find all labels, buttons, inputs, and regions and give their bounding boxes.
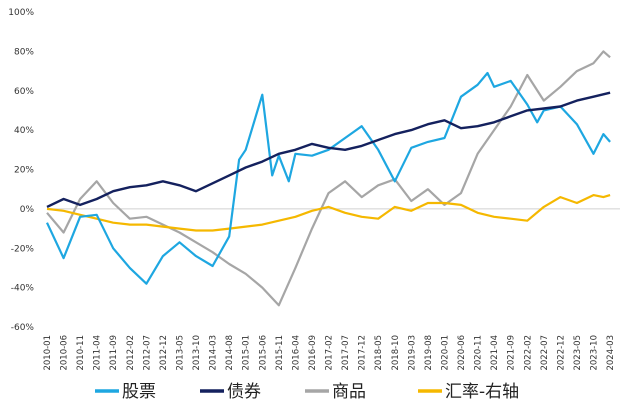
y-tick-label: 80% — [14, 47, 34, 57]
legend-label: 汇率-右轴 — [445, 382, 519, 402]
x-tick-label: 2020-06 — [457, 335, 467, 371]
x-tick-label: 2012-07 — [142, 335, 152, 371]
x-tick-label: 2022-02 — [523, 335, 533, 371]
x-tick-label: 2019-08 — [424, 335, 434, 371]
x-axis-ticks: 2010-01 2010-06 2010-11 2011-04 2011-09 2012-… — [43, 335, 616, 371]
x-tick-label: 2015-06 — [258, 335, 268, 371]
x-tick-label: 2012-12 — [159, 335, 169, 371]
y-axis-ticks: 100% 80% 60% 40% 20% 0% -20% -40% -60% — [8, 8, 34, 333]
legend-label: 股票 — [122, 382, 156, 402]
x-tick-label: 2011-09 — [109, 335, 119, 371]
x-tick-label: 2014-03 — [209, 335, 219, 371]
x-tick-label: 2023-10 — [590, 335, 600, 371]
y-tick-label: -40% — [11, 284, 35, 294]
x-tick-label: 2017-02 — [325, 335, 335, 371]
x-tick-label: 2021-04 — [490, 335, 500, 371]
x-tick-label: 2024-03 — [606, 335, 616, 371]
x-tick-label: 2017-07 — [341, 335, 351, 371]
x-tick-label: 2022-07 — [540, 335, 550, 371]
x-tick-label: 2013-10 — [192, 335, 202, 371]
legend-label: 商品 — [332, 382, 366, 402]
series-line-0 — [46, 71, 611, 285]
legend: 股票 债券 商品 汇率-右轴 — [95, 382, 519, 402]
x-tick-label: 2010-06 — [60, 335, 70, 371]
y-tick-label: -20% — [11, 244, 35, 254]
y-tick-label: 100% — [8, 8, 34, 18]
series-line-1 — [46, 91, 611, 208]
x-tick-label: 2011-04 — [93, 335, 103, 371]
series-line-2 — [46, 50, 611, 307]
y-tick-label: 60% — [14, 87, 34, 97]
x-tick-label: 2015-01 — [242, 335, 252, 371]
x-tick-label: 2016-04 — [291, 335, 301, 371]
x-tick-label: 2010-01 — [43, 335, 53, 371]
x-tick-label: 2020-11 — [474, 335, 484, 371]
x-tick-label: 2023-05 — [573, 335, 583, 371]
x-tick-label: 2021-09 — [507, 335, 517, 371]
x-tick-label: 2015-11 — [275, 335, 285, 371]
x-tick-label: 2013-05 — [175, 335, 185, 371]
y-tick-label: 0% — [20, 205, 35, 215]
x-tick-label: 2020-01 — [440, 335, 450, 371]
legend-label: 债券 — [227, 382, 261, 402]
x-tick-label: 2017-12 — [358, 335, 368, 371]
x-tick-label: 2016-09 — [308, 335, 318, 371]
x-tick-label: 2019-03 — [407, 335, 417, 371]
series-line-3 — [46, 194, 611, 232]
x-tick-label: 2022-12 — [556, 335, 566, 371]
series-lines — [46, 50, 611, 307]
y-tick-label: 40% — [14, 126, 34, 136]
x-tick-label: 2018-05 — [374, 335, 384, 371]
x-tick-label: 2018-10 — [391, 335, 401, 371]
x-tick-label: 2012-02 — [126, 335, 136, 371]
x-tick-label: 2010-11 — [76, 335, 86, 371]
y-tick-label: -60% — [11, 323, 35, 333]
x-tick-label: 2014-08 — [225, 335, 235, 371]
y-tick-label: 20% — [14, 166, 34, 176]
